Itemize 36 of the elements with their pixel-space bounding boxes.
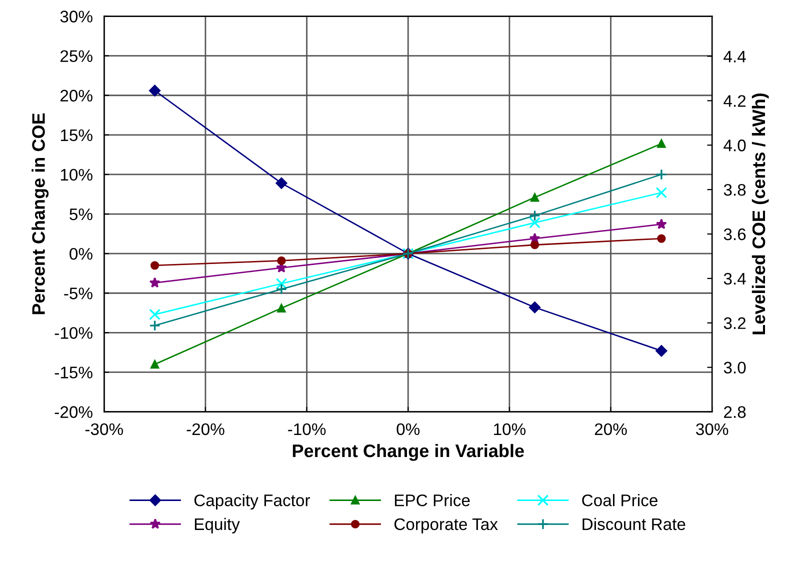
- legend-label: EPC Price: [394, 494, 470, 506]
- y-tick-label: -20%: [54, 406, 92, 418]
- y2-tick-label: 2.8: [724, 406, 746, 418]
- y2-tick-label: 3.0: [724, 362, 746, 374]
- y2-tick-label: 4.2: [724, 95, 746, 107]
- x-tick-label: -30%: [85, 423, 123, 436]
- y-tick-label: 10%: [60, 168, 92, 181]
- y-tick-label: 20%: [60, 90, 92, 102]
- x-tick-label: 0%: [396, 423, 420, 436]
- x-tick-label: 10%: [494, 423, 526, 436]
- y-axis-title: Percent Change in COE: [32, 113, 49, 314]
- y-tick-label: -10%: [54, 327, 92, 339]
- x-tick-label: 20%: [594, 423, 627, 436]
- legend-label: Capacity Factor: [194, 494, 310, 510]
- y2-tick-label: 3.6: [724, 228, 746, 240]
- y-tick-label: -15%: [54, 366, 92, 378]
- y-tick-label: 25%: [60, 50, 92, 62]
- y-tick-label: -5%: [64, 288, 92, 300]
- x-tick-label: 30%: [696, 423, 728, 436]
- y2-axis-title: Levelized COE (cents / kWh): [752, 94, 769, 334]
- x-axis-title: Percent Change in Variable: [292, 444, 524, 461]
- legend-label: Discount Rate: [582, 518, 686, 530]
- legend-label: Equity: [194, 518, 240, 534]
- legend-label: Coal Price: [582, 494, 658, 506]
- y-tick-label: 0%: [70, 248, 92, 260]
- y2-tick-label: 3.4: [724, 272, 746, 285]
- y-tick-label: 30%: [60, 10, 92, 22]
- x-tick-label: -20%: [186, 423, 224, 436]
- legend-label: Corporate Tax: [394, 518, 498, 534]
- y-tick-label: 15%: [60, 129, 92, 142]
- y-tick-label: 5%: [70, 208, 92, 220]
- y2-tick-label: 4.0: [724, 140, 746, 152]
- y2-tick-label: 3.8: [724, 184, 746, 196]
- y2-tick-label: 4.4: [724, 50, 746, 62]
- x-tick-label: -10%: [288, 423, 326, 436]
- y2-tick-label: 3.2: [724, 317, 746, 330]
